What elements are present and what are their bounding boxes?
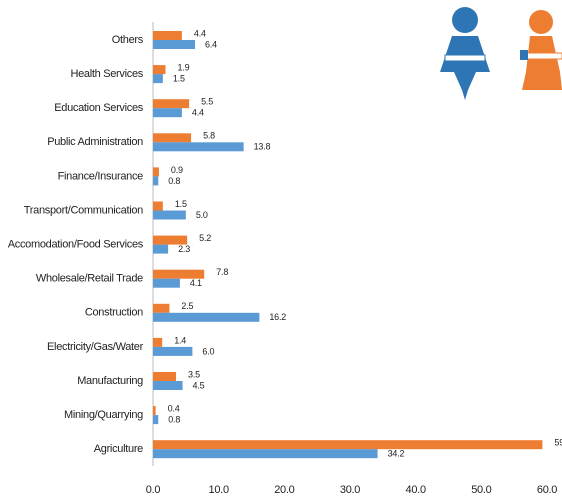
bar	[153, 133, 192, 143]
value-label: 6.4	[205, 39, 217, 49]
value-label: 2.5	[181, 301, 193, 311]
value-label: 5.8	[203, 131, 215, 141]
value-label: 4.5	[193, 380, 205, 390]
x-tick-label: 0.0	[146, 484, 161, 496]
value-label: 5.2	[199, 233, 211, 243]
y-tick-label: Accomodation/Food Services	[8, 239, 144, 251]
value-label: 4.4	[194, 28, 206, 38]
x-tick-label: 30.0	[340, 484, 360, 496]
bar	[153, 142, 244, 152]
value-label: 6.0	[202, 346, 214, 356]
x-tick-label: 60.0	[537, 484, 557, 496]
bar	[153, 415, 159, 425]
bar	[153, 40, 196, 49]
bar	[153, 74, 163, 84]
bar	[153, 406, 156, 416]
bar	[153, 269, 205, 279]
value-label: 7.8	[216, 267, 228, 277]
value-label: 34.2	[388, 449, 405, 459]
bar	[153, 108, 182, 118]
value-label: 4.1	[190, 278, 202, 288]
bar	[153, 31, 182, 40]
bar	[153, 278, 180, 288]
bar	[153, 312, 260, 322]
value-label: 16.2	[269, 312, 286, 322]
bar	[153, 167, 159, 177]
y-tick-label: Transport/Communication	[24, 204, 143, 216]
value-label: 4.4	[192, 108, 204, 118]
value-label: 5.0	[196, 210, 208, 220]
bar	[153, 201, 163, 211]
x-tick-label: 50.0	[471, 484, 491, 496]
x-tick-label: 20.0	[274, 484, 294, 496]
value-label: 2.3	[178, 244, 190, 254]
bar	[153, 99, 190, 109]
value-label: 1.4	[174, 335, 186, 345]
y-tick-label: Education Services	[54, 102, 144, 114]
bar	[153, 176, 159, 186]
value-label: 1.5	[173, 73, 185, 83]
value-label: 0.8	[168, 176, 180, 186]
y-tick-label: Public Administration	[47, 136, 143, 148]
bar	[153, 381, 183, 390]
x-tick-label: 10.0	[209, 484, 229, 496]
bar	[153, 65, 166, 75]
bar	[153, 346, 193, 356]
value-label: 59.	[554, 438, 562, 448]
value-label: 0.9	[171, 165, 183, 175]
y-tick-label: Mining/Quarrying	[64, 409, 143, 421]
icon-man	[440, 7, 490, 100]
y-tick-label: Others	[112, 34, 144, 46]
value-label: 3.5	[188, 369, 200, 379]
value-label: 0.4	[168, 403, 180, 413]
bar	[153, 303, 170, 313]
bar	[153, 235, 188, 245]
value-label: 13.8	[254, 142, 271, 152]
icon-woman	[520, 10, 562, 90]
y-tick-label: Health Services	[70, 68, 143, 80]
bar	[153, 440, 543, 450]
y-tick-label: Electricity/Gas/Water	[47, 341, 144, 353]
y-tick-label: Wholesale/Retail Trade	[36, 273, 143, 285]
y-tick-label: Agriculture	[94, 443, 143, 455]
y-tick-label: Construction	[85, 307, 143, 319]
bar	[153, 449, 378, 459]
bar	[153, 337, 163, 347]
bar	[153, 210, 186, 220]
y-tick-label: Finance/Insurance	[58, 170, 144, 182]
value-label: 1.5	[175, 199, 187, 209]
value-label: 5.5	[201, 97, 213, 107]
bar	[153, 372, 176, 381]
y-tick-label: Manufacturing	[77, 375, 143, 387]
x-tick-label: 40.0	[406, 484, 426, 496]
value-label: 0.8	[168, 414, 180, 424]
bar	[153, 244, 169, 254]
value-label: 1.9	[177, 62, 189, 72]
